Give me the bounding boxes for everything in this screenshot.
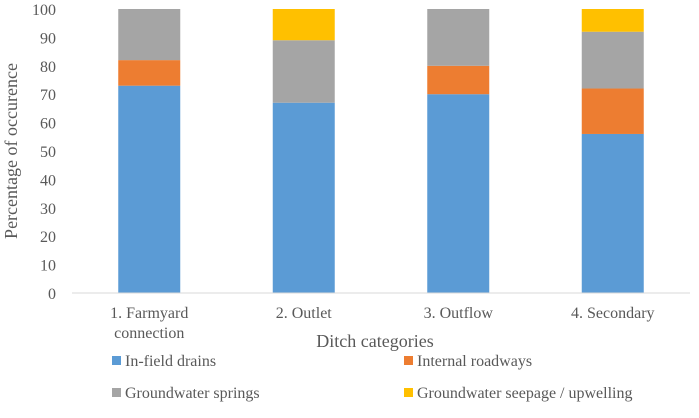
legend-label: Groundwater springs bbox=[125, 385, 260, 402]
y-tick-label: 30 bbox=[40, 201, 56, 218]
bar-segment bbox=[272, 40, 335, 103]
legend: In-field drains Internal roadways Groundwa… bbox=[112, 353, 632, 402]
bars bbox=[118, 9, 644, 294]
bar-segment bbox=[581, 133, 644, 293]
y-tick-label: 20 bbox=[40, 229, 56, 246]
bar-segment bbox=[118, 60, 181, 86]
y-axis-title: Percentage of occurence bbox=[1, 63, 21, 239]
y-tick-label: 70 bbox=[40, 87, 56, 104]
y-tick-label: 90 bbox=[40, 30, 56, 47]
bar-segment bbox=[427, 65, 490, 95]
x-tick-label: 1. Farmyard bbox=[110, 305, 188, 322]
bar-segment bbox=[272, 9, 335, 41]
bar-segment bbox=[427, 94, 490, 293]
y-tick-label: 100 bbox=[32, 2, 56, 19]
bar-segment bbox=[427, 9, 490, 66]
x-tick-label: connection bbox=[114, 325, 184, 342]
y-tick-label: 60 bbox=[40, 116, 56, 133]
legend-swatch bbox=[404, 356, 413, 365]
legend-label: In-field drains bbox=[125, 353, 216, 370]
legend-swatch bbox=[112, 356, 121, 365]
bar-segment bbox=[581, 9, 644, 32]
legend-label: Internal roadways bbox=[417, 353, 532, 370]
y-tick-label: 40 bbox=[40, 172, 56, 189]
y-tick-label: 0 bbox=[48, 286, 56, 303]
y-axis-ticks: 0 10 20 30 40 50 60 70 80 90 100 bbox=[32, 2, 56, 303]
bar-segment bbox=[272, 102, 335, 293]
x-axis-ticks: 1. Farmyard connection 2. Outlet 3. Outflow… bbox=[110, 305, 654, 342]
legend-swatch bbox=[112, 388, 121, 397]
bar-segment bbox=[581, 88, 644, 134]
y-tick-label: 10 bbox=[40, 258, 56, 275]
x-tick-label: 2. Outlet bbox=[276, 305, 333, 322]
legend-label: Groundwater seepage / upwelling bbox=[417, 385, 632, 402]
y-tick-label: 50 bbox=[40, 144, 56, 161]
x-tick-label: 4. Secondary bbox=[571, 305, 655, 322]
bar-segment bbox=[118, 9, 181, 61]
legend-swatch bbox=[404, 388, 413, 397]
y-tick-label: 80 bbox=[40, 59, 56, 76]
x-tick-label: 3. Outflow bbox=[424, 305, 494, 322]
bar-segment bbox=[581, 31, 644, 89]
bar-segment bbox=[118, 85, 181, 294]
x-axis-title: Ditch categories bbox=[316, 331, 433, 351]
